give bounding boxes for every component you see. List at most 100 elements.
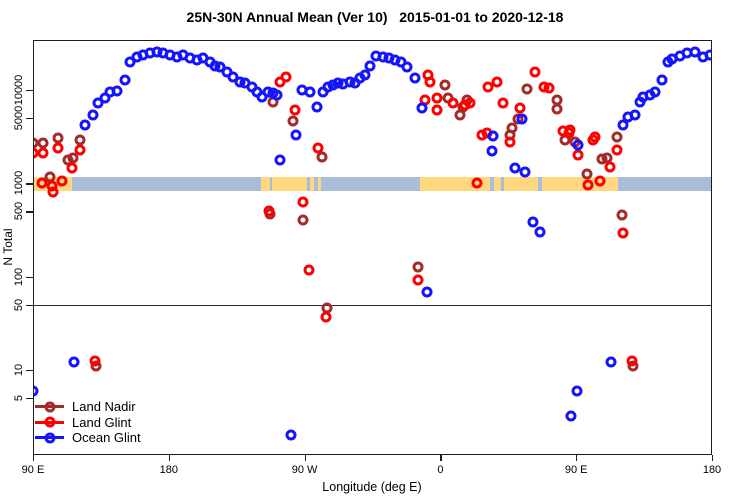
- plot-area: Land Nadir Land Glint Ocean Glint: [33, 40, 712, 455]
- data-point-ocean-glint: [290, 129, 302, 141]
- legend: Land Nadir Land Glint Ocean Glint: [35, 399, 141, 446]
- data-point-ocean-glint: [571, 385, 583, 397]
- data-point-land-glint: [280, 71, 292, 83]
- legend-item-ocean-glint: Ocean Glint: [35, 430, 141, 446]
- data-point-ocean-glint: [79, 119, 91, 131]
- data-point-ocean-glint: [534, 226, 546, 238]
- data-point-ocean-glint: [92, 97, 104, 109]
- data-point-land-glint: [464, 97, 476, 109]
- data-point-ocean-glint: [87, 109, 99, 121]
- data-point-ocean-glint: [409, 72, 421, 84]
- y-tick-label: 50: [13, 298, 25, 311]
- legend-marker: [35, 416, 64, 428]
- data-point-land-glint: [424, 76, 436, 88]
- chart-title: 25N-30N Annual Mean (Ver 10) 2015-01-01 …: [186, 9, 564, 25]
- data-point-ocean-glint: [565, 410, 577, 422]
- data-point-land-glint: [611, 144, 623, 156]
- legend-item-land-nadir: Land Nadir: [35, 399, 141, 415]
- map-band-ocean-speck: [269, 176, 273, 191]
- data-point-ocean-glint: [68, 356, 80, 368]
- y-tick: [26, 183, 33, 185]
- x-tick: [33, 455, 35, 461]
- data-point-ocean-glint: [33, 385, 39, 397]
- data-point-land-nadir: [454, 109, 466, 121]
- legend-marker: [35, 432, 64, 444]
- data-point-ocean-glint: [486, 145, 498, 157]
- map-band-ocean-speck: [490, 176, 494, 191]
- data-point-ocean-glint: [359, 69, 371, 81]
- data-point-land-glint: [89, 355, 101, 367]
- data-point-land-nadir: [439, 79, 451, 91]
- y-tick: [26, 211, 33, 213]
- data-point-land-glint: [572, 149, 584, 161]
- y-tick: [26, 118, 33, 120]
- data-point-ocean-glint: [304, 86, 316, 98]
- reference-line-50: [33, 304, 712, 307]
- x-tick-label: 180: [159, 464, 178, 476]
- data-point-land-glint: [312, 142, 324, 154]
- x-tick-label: 0: [437, 464, 444, 476]
- data-point-ocean-glint: [516, 113, 528, 125]
- x-tick: [440, 455, 442, 461]
- data-point-ocean-glint: [656, 74, 668, 86]
- y-tick-label: 5000: [13, 105, 25, 131]
- data-point-land-glint: [491, 76, 503, 88]
- data-point-land-nadir: [44, 171, 56, 183]
- data-point-ocean-glint: [649, 86, 661, 98]
- data-point-land-glint: [529, 66, 541, 78]
- data-point-land-nadir: [297, 214, 309, 226]
- data-point-land-glint: [56, 175, 68, 187]
- y-tick: [26, 90, 33, 92]
- data-point-land-glint: [289, 104, 301, 116]
- data-point-land-nadir: [287, 115, 299, 127]
- map-band-land: [260, 176, 307, 191]
- data-point-land-nadir: [412, 261, 424, 273]
- map-band-land: [318, 176, 322, 191]
- x-tick-label: 90 W: [291, 464, 318, 476]
- x-tick-label: 90 E: [21, 464, 45, 476]
- data-point-land-glint: [320, 311, 332, 323]
- data-point-land-glint: [66, 162, 78, 174]
- data-point-land-nadir: [521, 83, 533, 95]
- y-tick: [26, 304, 33, 307]
- data-point-ocean-glint: [572, 139, 584, 151]
- data-point-land-glint: [74, 144, 86, 156]
- data-point-land-glint: [431, 104, 443, 116]
- legend-circle: [44, 432, 55, 444]
- legend-marker: [35, 401, 64, 413]
- data-point-land-glint: [543, 82, 555, 94]
- data-point-land-glint: [431, 92, 443, 104]
- data-point-land-glint: [626, 355, 638, 367]
- data-point-land-glint: [604, 161, 616, 173]
- data-point-land-glint: [471, 177, 483, 189]
- legend-item-land-glint: Land Glint: [35, 415, 141, 431]
- data-point-land-nadir: [551, 103, 563, 115]
- legend-label: Land Nadir: [72, 399, 136, 415]
- y-tick-label: 100: [13, 267, 25, 286]
- data-point-land-glint: [52, 142, 64, 154]
- data-point-ocean-glint: [421, 286, 433, 298]
- x-tick-label: 90 E: [564, 464, 588, 476]
- y-axis-title: N Total: [1, 228, 15, 266]
- data-point-land-glint: [582, 179, 594, 191]
- data-point-land-glint: [297, 196, 309, 208]
- y-tick-label: 500: [13, 202, 25, 221]
- map-band-land: [420, 176, 618, 191]
- x-tick: [168, 455, 171, 461]
- legend-label: Land Glint: [72, 414, 132, 430]
- legend-circle: [44, 416, 55, 428]
- x-tick: [712, 455, 714, 461]
- map-band-land: [309, 176, 315, 191]
- data-point-ocean-glint: [401, 61, 413, 73]
- data-point-land-nadir: [316, 151, 328, 163]
- data-point-ocean-glint: [111, 85, 123, 97]
- legend-label: Ocean Glint: [72, 430, 141, 446]
- data-point-land-glint: [617, 227, 629, 239]
- data-point-land-glint: [564, 124, 576, 136]
- data-point-land-nadir: [52, 132, 64, 144]
- data-point-ocean-glint: [629, 109, 641, 121]
- data-point-land-nadir: [37, 137, 49, 149]
- data-point-land-glint: [47, 186, 59, 198]
- legend-circle: [44, 401, 55, 413]
